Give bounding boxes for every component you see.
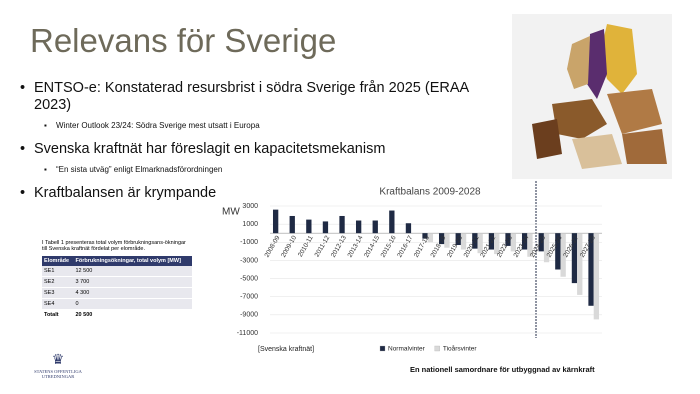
bullet-text: Kraftbalansen är krympande (34, 185, 217, 201)
bar (389, 210, 395, 234)
y-tick-label: -5000 (240, 275, 258, 282)
bullet-text: Svenska kraftnät har föreslagit en kapac… (34, 141, 386, 157)
x-tick-label: 2011-12 (314, 234, 332, 258)
x-tick-label: 2012-13 (330, 234, 348, 258)
bar (322, 221, 329, 234)
bar (427, 233, 434, 243)
bar (422, 233, 428, 239)
y-tick-label: -9000 (240, 312, 258, 319)
bar (577, 233, 583, 295)
x-tick-label: 2016-17 (396, 234, 414, 258)
y-tick-label: -11000 (237, 330, 258, 337)
x-tick-label: 2017-18 (413, 234, 431, 258)
footer: En nationell samordnare för utbyggnad av… (410, 365, 595, 374)
x-tick-label: 2015-16 (380, 234, 398, 258)
y-tick-label: -3000 (240, 257, 258, 264)
table-block: I Tabell 1 presenteras total volym förbr… (42, 240, 192, 321)
x-tick-label: 2010-11 (297, 234, 315, 258)
bar (289, 215, 295, 234)
bar (527, 233, 533, 257)
bar (521, 233, 528, 250)
bar (555, 233, 561, 270)
x-tick-label: 2009-10 (280, 234, 298, 258)
bar (477, 233, 483, 254)
td: SE3 (42, 287, 74, 299)
sub-bullet: Winter Outlook 23/24: Södra Sverige mest… (44, 117, 474, 134)
bar (543, 233, 550, 263)
bullet-text: ENTSO-e: Konstaterad resursbrist i södra… (34, 80, 469, 113)
bar (505, 233, 511, 246)
y-tick-label: 1000 (242, 221, 258, 228)
bar (488, 233, 495, 250)
chart-title: Kraftbalans 2009-2028 (379, 187, 481, 198)
table: Elområde Förbrukningsökningar, total voly… (42, 256, 192, 321)
bullet: Svenska kraftnät har föreslagit en kapac… (20, 141, 474, 178)
bullet: ENTSO-e: Konstaterad resursbrist i södra… (20, 80, 474, 134)
bar (460, 233, 467, 250)
logo: ♛ STATENS OFFENTLIGA UTREDNINGAR (28, 352, 88, 379)
x-tick-label: 2014-15 (363, 234, 381, 258)
bar (306, 219, 312, 234)
y-tick-label: -1000 (240, 239, 258, 246)
bar (339, 215, 345, 234)
th: Förbrukningsökningar, total volym [MW] (73, 256, 192, 266)
bar (510, 233, 517, 252)
bullet: Kraftbalansen är krympande (20, 185, 474, 202)
map (512, 14, 672, 179)
bar (405, 223, 412, 234)
td: 20 500 (73, 309, 192, 321)
legend-swatch (434, 345, 440, 352)
bar (494, 233, 500, 255)
sub-bullet: “En sista utväg” enligt Elmarknadsförord… (44, 161, 474, 178)
td: 0 (73, 298, 192, 310)
bar (571, 233, 578, 284)
x-tick-label: 2008-09 (264, 234, 282, 258)
y-axis-label: MW (222, 207, 240, 218)
td: 4 300 (73, 287, 192, 299)
td: SE4 (42, 298, 74, 310)
bar (272, 209, 279, 234)
bar (588, 233, 594, 306)
td: Totalt (42, 309, 74, 321)
slide-title: Relevans för Sverige (30, 22, 337, 59)
bar (438, 233, 445, 245)
bar (355, 220, 362, 234)
x-tick-label: 2013-14 (347, 234, 365, 258)
bullet-list: ENTSO-e: Konstaterad resursbrist i södra… (20, 80, 474, 202)
source: [Svenska kraftnät] (258, 346, 314, 353)
td: 3 700 (73, 276, 192, 288)
bar (472, 233, 478, 249)
legend-label: Normalvinter (388, 346, 426, 353)
logo-text: STATENS OFFENTLIGA UTREDNINGAR (34, 369, 82, 379)
bar (444, 233, 450, 248)
td: SE1 (42, 266, 74, 277)
table-caption: I Tabell 1 presenteras total volym förbr… (42, 240, 186, 252)
chart: Kraftbalans 2009-2028 MW [Svenska kraftn… (222, 180, 602, 374)
td: 12 500 (73, 266, 192, 277)
bar (455, 233, 461, 246)
legend-label: Tioårsvinter (443, 345, 478, 353)
th: Elområde (42, 256, 74, 266)
y-tick-label: 3000 (242, 203, 258, 210)
bar (560, 233, 566, 277)
legend-swatch (379, 345, 386, 352)
bar (538, 233, 544, 252)
y-tick-label: -7000 (240, 294, 258, 301)
bar (372, 220, 378, 234)
td: SE2 (42, 276, 74, 288)
bar (593, 233, 600, 320)
logo-crown: ♛ (51, 353, 65, 368)
